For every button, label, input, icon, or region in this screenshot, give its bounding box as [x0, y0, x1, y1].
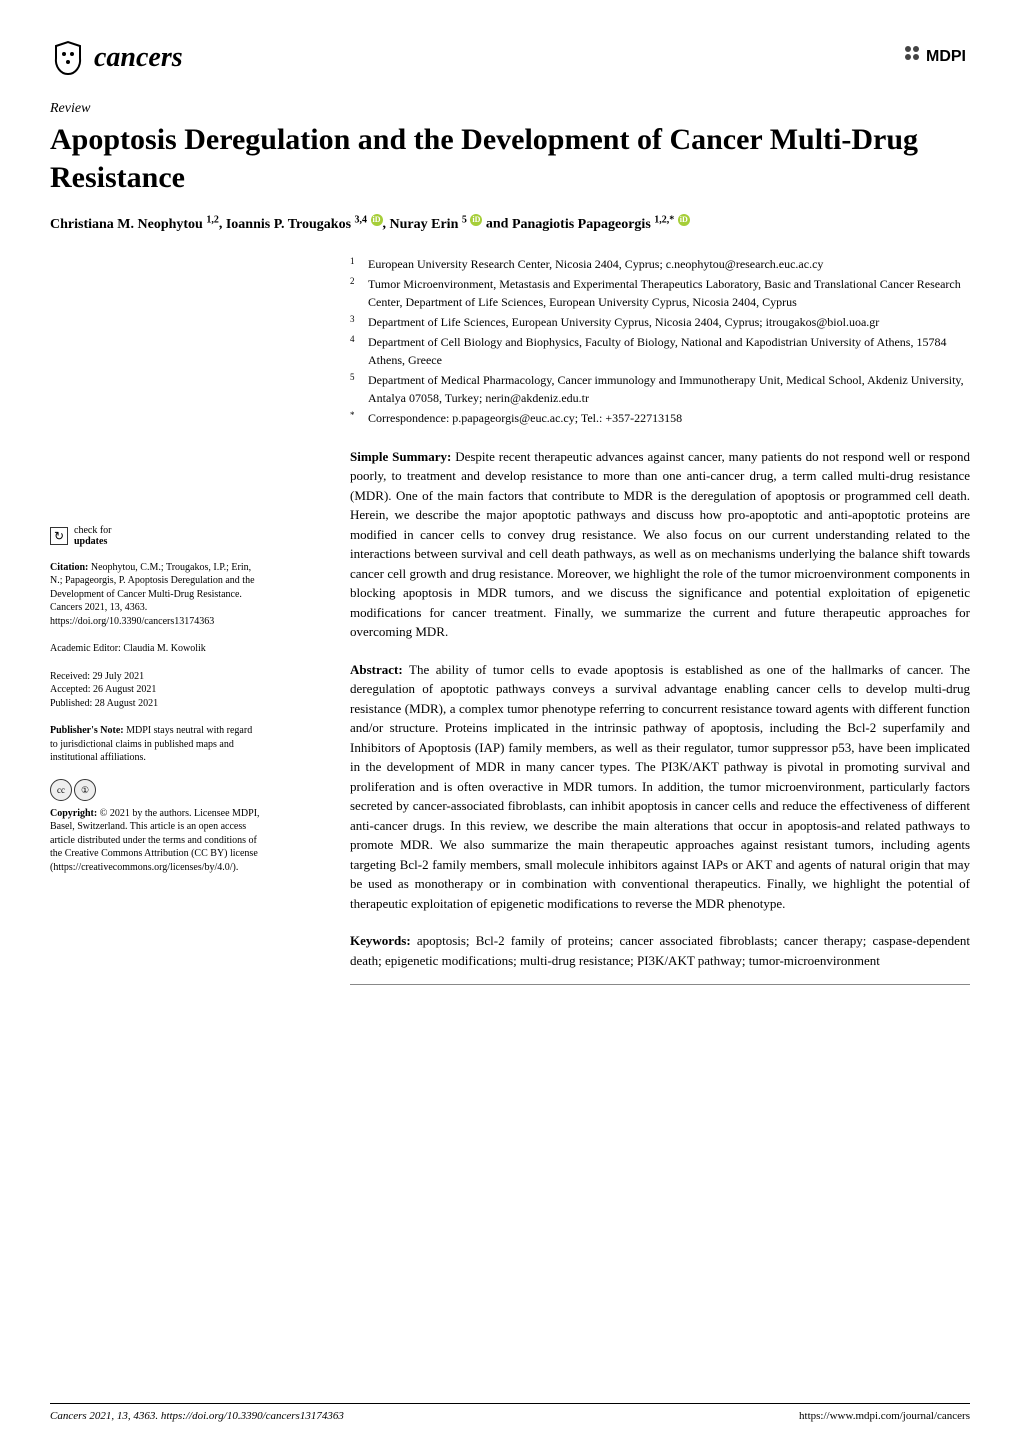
- author-4: Panagiotis Papageorgis 1,2,* iD: [512, 217, 690, 232]
- copyright-label: Copyright:: [50, 808, 97, 819]
- affiliations-list: 1European University Research Center, Ni…: [350, 255, 970, 427]
- affiliation-row: 5Department of Medical Pharmacology, Can…: [350, 371, 970, 407]
- affiliation-row: 4Department of Cell Biology and Biophysi…: [350, 333, 970, 369]
- keywords-section: Keywords: apoptosis; Bcl-2 family of pro…: [350, 931, 970, 970]
- footer-left: Cancers 2021, 13, 4363. https://doi.org/…: [50, 1410, 344, 1422]
- check-updates-badge[interactable]: ↻ check for updates: [50, 525, 260, 547]
- main-content: 1European University Research Center, Ni…: [280, 255, 970, 1000]
- editor-name: Claudia M. Kowolik: [121, 643, 206, 654]
- keywords-text: apoptosis; Bcl-2 family of proteins; can…: [350, 933, 970, 968]
- svg-text:MDPI: MDPI: [926, 48, 966, 65]
- published-label: Published:: [50, 698, 92, 709]
- author-2: Ioannis P. Trougakos 3,4 iD: [226, 217, 383, 232]
- correspondence-row: *Correspondence: p.papageorgis@euc.ac.cy…: [350, 409, 970, 427]
- keywords-label: Keywords:: [350, 933, 411, 948]
- dates-block: Received: 29 July 2021 Accepted: 26 Augu…: [50, 670, 260, 711]
- check-updates-text: check for updates: [74, 525, 111, 547]
- header-row: cancers MDPI: [50, 40, 970, 76]
- editor-block: Academic Editor: Claudia M. Kowolik: [50, 642, 260, 656]
- affiliation-row: 2Tumor Microenvironment, Metastasis and …: [350, 275, 970, 311]
- check-updates-icon: ↻: [50, 527, 68, 545]
- affiliation-row: 3Department of Life Sciences, European U…: [350, 313, 970, 331]
- citation-block: Citation: Neophytou, C.M.; Trougakos, I.…: [50, 561, 260, 629]
- orcid-icon: iD: [371, 214, 383, 226]
- by-icon: ①: [74, 779, 96, 801]
- journal-name: cancers: [94, 42, 183, 74]
- affiliation-row: 1European University Research Center, Ni…: [350, 255, 970, 273]
- accepted-label: Accepted:: [50, 684, 91, 695]
- abstract-label: Abstract:: [350, 662, 403, 677]
- cc-icon: cc: [50, 779, 72, 801]
- copyright-block: Copyright: © 2021 by the authors. Licens…: [50, 807, 260, 875]
- page-footer: Cancers 2021, 13, 4363. https://doi.org/…: [50, 1403, 970, 1422]
- publishers-note-block: Publisher's Note: MDPI stays neutral wit…: [50, 724, 260, 765]
- editor-label: Academic Editor:: [50, 643, 121, 654]
- journal-icon: [50, 40, 86, 76]
- simple-summary-label: Simple Summary:: [350, 449, 451, 464]
- cc-license-icons: cc ①: [50, 779, 260, 801]
- received-date: 29 July 2021: [90, 671, 144, 682]
- author-3: Nuray Erin 5 iD: [390, 217, 483, 232]
- journal-logo: cancers: [50, 40, 183, 76]
- orcid-icon: iD: [470, 214, 482, 226]
- author-list: Christiana M. Neophytou 1,2, Ioannis P. …: [50, 214, 970, 233]
- received-label: Received:: [50, 671, 90, 682]
- published-date: 28 August 2021: [92, 698, 158, 709]
- orcid-icon: iD: [678, 214, 690, 226]
- article-type: Review: [50, 101, 970, 117]
- sidebar: ↻ check for updates Citation: Neophytou,…: [50, 255, 260, 1000]
- abstract-text: The ability of tumor cells to evade apop…: [350, 662, 970, 911]
- publisher-logo: MDPI: [900, 41, 970, 76]
- divider: [350, 984, 970, 985]
- abstract-section: Abstract: The ability of tumor cells to …: [350, 660, 970, 914]
- publishers-note-label: Publisher's Note:: [50, 725, 124, 736]
- footer-right: https://www.mdpi.com/journal/cancers: [799, 1410, 970, 1422]
- article-title: Apoptosis Deregulation and the Developme…: [50, 121, 970, 196]
- simple-summary-text: Despite recent therapeutic advances agai…: [350, 449, 970, 640]
- citation-label: Citation:: [50, 562, 88, 573]
- author-1: Christiana M. Neophytou 1,2: [50, 217, 219, 232]
- accepted-date: 26 August 2021: [91, 684, 157, 695]
- simple-summary-section: Simple Summary: Despite recent therapeut…: [350, 447, 970, 642]
